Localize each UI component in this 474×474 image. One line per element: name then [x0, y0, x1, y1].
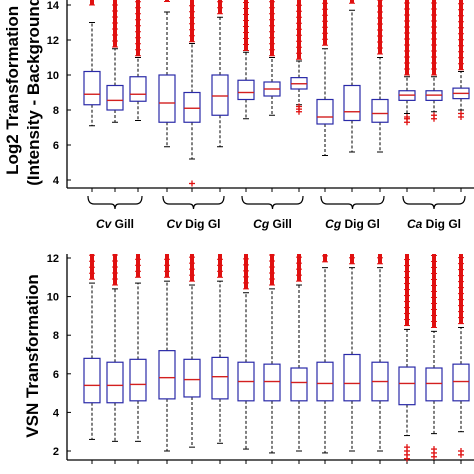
group-label: Cv Gill: [96, 217, 134, 231]
bottom-box: [290, 367, 308, 402]
top-box: [129, 76, 147, 102]
group-bracket: [320, 195, 385, 210]
top-y-tick-label: 12: [47, 35, 59, 47]
top-outlier-column: [190, 0, 194, 42]
bottom-y-axis-title: VSN Transformation: [23, 274, 42, 437]
bottom-box: [83, 357, 101, 404]
bottom-outlier-column: [244, 254, 248, 289]
bottom-box: [316, 361, 334, 402]
bottom-box: [106, 361, 124, 404]
group-label: Cv Dig Gl: [166, 217, 220, 231]
bottom-box: [343, 353, 361, 402]
top-y-title-line-1: Log2 Transformation: [3, 6, 22, 175]
bottom-outlier-column: [190, 254, 194, 282]
group-label: Ca Dig Gl: [407, 217, 461, 231]
group-species: Cv: [166, 217, 183, 231]
top-outlier-column: [165, 0, 169, 2]
top-outlier-column: [136, 0, 140, 56]
top-box: [211, 74, 229, 116]
top-panel-log2: Log2 Transformation (Intensity - Backgro…: [3, 0, 474, 231]
top-box: [237, 79, 255, 101]
bottom-outlier-column: [378, 254, 382, 264]
top-box: [183, 91, 201, 123]
top-outlier-column: [218, 0, 222, 14]
bottom-box: [183, 358, 201, 398]
bottom-y-tick-label: 2: [53, 446, 59, 458]
bottom-outlier-column: [432, 254, 436, 328]
top-box: [158, 74, 176, 123]
bottom-outlier-column: [297, 254, 301, 282]
bottom-panel-vsn: VSN Transformation 2 4 6 8 10 12: [23, 253, 474, 464]
group-tissue: Dig Gl: [341, 217, 380, 231]
group-tissue: Gill: [269, 217, 292, 231]
bottom-outlier-column: [270, 254, 274, 286]
group-bracket: [402, 195, 466, 210]
group-label: Cg Dig Gl: [325, 217, 380, 231]
group-tissue: Gill: [111, 217, 134, 231]
group-species: Ca: [407, 217, 423, 231]
bottom-y-tick-label: 4: [53, 407, 60, 419]
bottom-box: [452, 363, 470, 402]
top-outlier-column: [378, 0, 382, 54]
bottom-box: [398, 366, 416, 406]
top-box: [316, 98, 334, 125]
bottom-box: [129, 358, 147, 402]
bottom-y-tick-label: 12: [47, 253, 59, 265]
top-outlier-column: [244, 0, 248, 51]
bottom-box: [425, 367, 443, 402]
top-box: [371, 98, 389, 123]
top-outlier-column: [323, 0, 327, 46]
bottom-y-tick-label: 8: [53, 330, 59, 342]
bottom-outlier-column: [113, 254, 117, 286]
bottom-box: [158, 350, 176, 400]
top-outlier-column: [405, 0, 409, 75]
group-bracket: [87, 195, 143, 210]
group-label: Cg Gill: [253, 217, 292, 231]
top-y-tick-label: 4: [53, 175, 60, 187]
top-outlier-column: [90, 0, 94, 5]
top-box: [106, 84, 124, 111]
group-species: Cg: [253, 217, 270, 231]
top-box: [343, 84, 361, 122]
bottom-y-tick-label: 6: [53, 369, 59, 381]
bottom-outlier-column: [459, 254, 463, 324]
top-y-tick-label: 10: [47, 70, 59, 82]
bottom-outlier-column: [350, 254, 354, 264]
group-species: Cv: [96, 217, 113, 231]
bottom-box: [211, 356, 229, 400]
top-outlier-column: [350, 0, 354, 4]
top-box: [83, 70, 101, 106]
group-tissue: Dig Gl: [422, 217, 461, 231]
group-bracket: [241, 195, 304, 210]
top-outlier-column: [432, 0, 436, 75]
top-outlier-column: [459, 0, 463, 70]
bottom-box: [263, 363, 281, 402]
top-outlier-column: [270, 0, 274, 56]
group-bracket: [162, 195, 225, 210]
top-y-tick-label: 8: [53, 105, 59, 117]
top-y-axis-title: Log2 Transformation (Intensity - Backgro…: [3, 0, 43, 186]
group-species: Cg: [325, 217, 342, 231]
bottom-outlier-column: [323, 254, 327, 262]
top-y-tick-label: 6: [53, 140, 59, 152]
group-tissue: Dig Gl: [182, 217, 221, 231]
bottom-outlier-column: [90, 254, 94, 280]
top-y-title-line-2: (Intensity - Background): [24, 0, 43, 186]
bottom-y-tick-label: 10: [47, 292, 59, 304]
top-y-tick-label: 14: [47, 0, 60, 12]
